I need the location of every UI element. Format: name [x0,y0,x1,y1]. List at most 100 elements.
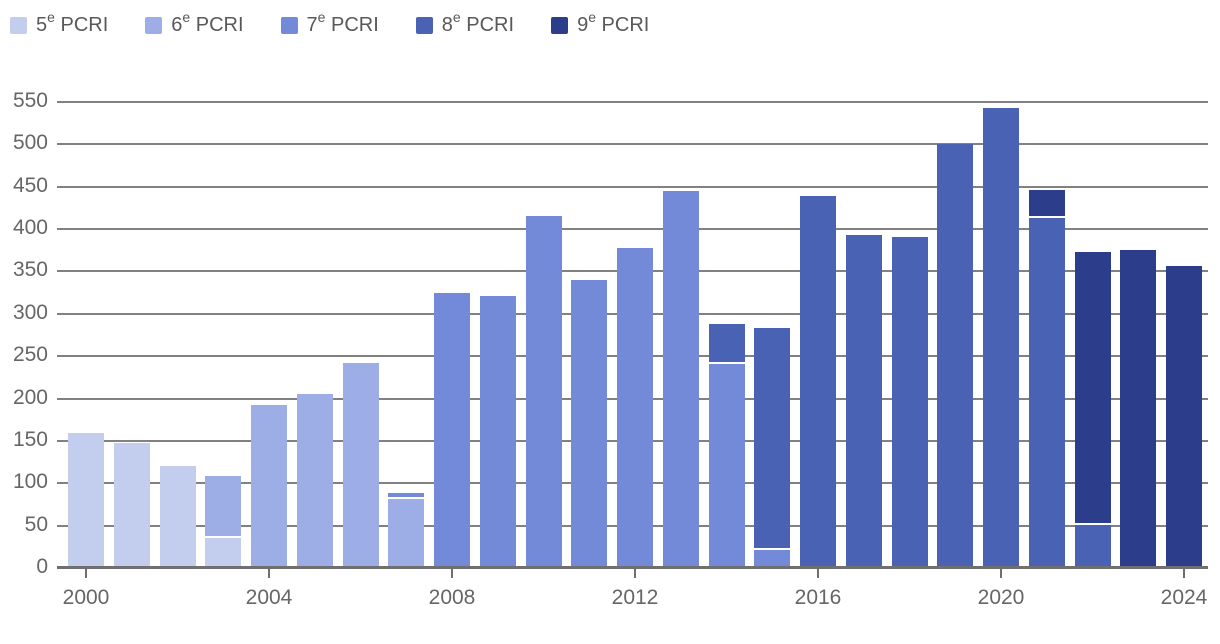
y-tick-label: 150 [12,427,48,451]
legend-label: 8e PCRI [442,10,515,37]
bar-segment-6e-pcri[interactable] [342,362,379,568]
y-tick-label: 50 [24,512,48,536]
bar-2006[interactable] [342,362,379,568]
bar-2012[interactable] [617,247,653,568]
bar-2002[interactable] [159,466,196,568]
bar-2008[interactable] [434,293,470,568]
bar-segment-8e-pcri[interactable] [708,323,745,362]
bar-2010[interactable] [525,216,562,568]
bar-2011[interactable] [571,279,608,568]
bar-segment-7e-pcri[interactable] [434,293,470,568]
bar-2023[interactable] [1120,250,1157,568]
bar-segment-8e-pcri[interactable] [891,236,928,568]
legend-swatch-icon [280,17,298,34]
legend-swatch-icon [10,17,27,34]
bar-segment-8e-pcri[interactable] [1074,524,1111,568]
x-axis-line [57,566,1208,569]
bar-segment-8e-pcri[interactable] [800,196,836,568]
x-tick-2012 [634,569,636,578]
bar-2019[interactable] [937,144,974,568]
gridline-550 [57,101,1208,103]
x-tick-label: 2000 [62,586,110,609]
legend-label-text: PCRI [460,14,515,36]
bar-2005[interactable] [296,394,333,568]
bar-segment-8e-pcri[interactable] [1028,218,1065,568]
bar-2001[interactable] [113,442,150,568]
y-tick-label: 0 [36,555,48,579]
y-tick-label: 450 [12,173,48,197]
bar-segment-8e-pcri[interactable] [983,107,1019,568]
y-tick-label: 550 [12,89,48,113]
legend-item-6e-pcri[interactable]: 6e PCRI [145,10,244,37]
legend-label-superscript: e [182,9,191,26]
x-tick-label: 2024 [1160,586,1208,609]
bar-segment-6e-pcri[interactable] [296,394,333,568]
legend-label: 6e PCRI [171,10,244,37]
legend-item-7e-pcri[interactable]: 7e PCRI [280,10,379,37]
bar-2003[interactable] [205,476,242,568]
bar-segment-7e-pcri[interactable] [388,493,425,497]
x-tick-label: 2016 [794,586,842,609]
gridline-400 [57,228,1208,231]
x-tick-label: 2020 [977,586,1025,609]
x-tick-2004 [268,569,270,578]
bar-segment-8e-pcri[interactable] [754,327,791,549]
x-tick-label: 2008 [428,586,476,609]
y-tick-label: 400 [12,216,48,240]
y-axis-labels: 0 50 100 150 200 250 300 350 400 450 500 550 [0,89,48,578]
x-tick-2000 [85,569,87,578]
bar-segment-7e-pcri[interactable] [479,296,516,568]
bar-2016[interactable] [800,196,836,568]
bar-segment-9e-pcri[interactable] [1120,250,1157,568]
y-tick-label: 100 [12,470,48,494]
legend-label-text: PCRI [54,14,109,36]
bar-2018[interactable] [891,236,928,568]
bar-2013[interactable] [662,190,699,568]
bar-2009[interactable] [479,296,516,568]
bar-2024[interactable] [1166,266,1202,568]
bar-segment-7e-pcri[interactable] [571,279,608,568]
bar-2014[interactable] [708,323,745,568]
x-tick-label: 2012 [611,586,659,609]
y-tick-label: 200 [12,385,48,409]
bar-2004[interactable] [251,405,287,568]
bar-segment-9e-pcri[interactable] [1074,251,1111,523]
legend-label-superscript: e [317,9,326,26]
bar-segment-9e-pcri[interactable] [1028,189,1065,217]
bar-2021[interactable] [1028,189,1065,568]
legend-label-text: PCRI [595,14,650,36]
bar-2022[interactable] [1074,251,1111,568]
x-tick-2024 [1183,569,1185,578]
legend-label-text: PCRI [190,14,244,36]
x-tick-2020 [1000,569,1002,578]
legend-item-9e-pcri[interactable]: 9e PCRI [551,10,650,37]
legend-item-8e-pcri[interactable]: 8e PCRI [415,10,515,37]
bar-2020[interactable] [983,107,1019,568]
legend-label-number: 7 [306,14,318,36]
legend-item-5e-pcri[interactable]: 5e PCRI [10,10,109,37]
bar-segment-7e-pcri[interactable] [525,216,562,568]
bar-2017[interactable] [845,235,882,568]
bar-segment-5e-pcri[interactable] [113,442,150,568]
bar-segment-6e-pcri[interactable] [205,476,242,536]
bar-segment-8e-pcri[interactable] [937,144,974,568]
gridline-450 [57,185,1208,188]
bar-segment-5e-pcri[interactable] [205,537,242,568]
bar-segment-5e-pcri[interactable] [68,433,104,568]
bar-segment-7e-pcri[interactable] [662,190,699,568]
bar-2000[interactable] [68,433,104,568]
bar-segment-5e-pcri[interactable] [159,466,196,568]
bar-segment-6e-pcri[interactable] [251,405,287,568]
bar-segment-7e-pcri[interactable] [754,550,791,568]
bar-segment-7e-pcri[interactable] [708,363,745,568]
bar-segment-7e-pcri[interactable] [617,247,653,568]
legend-label: 7e PCRI [306,10,379,37]
bar-segment-6e-pcri[interactable] [388,498,425,568]
bar-segment-8e-pcri[interactable] [845,235,882,568]
bar-segment-9e-pcri[interactable] [1166,266,1202,568]
legend-swatch-icon [145,17,163,34]
bar-2007[interactable] [388,493,425,568]
bar-2015[interactable] [754,327,791,568]
y-tick-label: 250 [12,343,48,367]
